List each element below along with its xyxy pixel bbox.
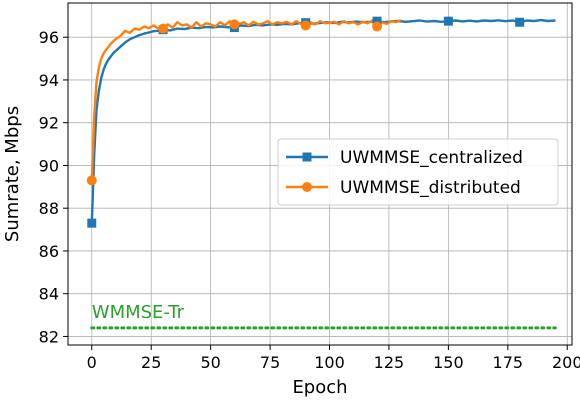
x-tick-label: 175 xyxy=(493,353,524,372)
data-point-centralized xyxy=(443,16,453,26)
legend-label-centralized: UWMMSE_centralized xyxy=(340,148,523,168)
legend-marker-distributed xyxy=(302,182,312,192)
y-tick-label: 90 xyxy=(39,156,59,175)
axis-ticks: 0 25 50 75 100 125 150 175 200 82 84 86 88 90 92 94 96 xyxy=(39,28,580,372)
series-line-centralized xyxy=(90,18,556,224)
y-tick-label: 88 xyxy=(39,199,59,218)
x-axis-label: Epoch xyxy=(292,377,347,398)
data-point-centralized xyxy=(372,16,382,26)
data-point-distributed xyxy=(372,21,383,32)
legend: UWMMSE_centralized UWMMSE_distributed xyxy=(277,138,559,206)
data-point-centralized xyxy=(515,17,525,27)
legend-entry-centralized: UWMMSE_centralized xyxy=(286,148,523,168)
x-tick-label: 125 xyxy=(374,353,405,372)
x-tick-label: 50 xyxy=(200,353,220,372)
x-tick-label: 75 xyxy=(260,353,280,372)
data-point-distributed xyxy=(86,175,97,186)
data-point-distributed xyxy=(229,19,240,30)
y-tick-label: 92 xyxy=(39,114,59,133)
x-tick-label: 200 xyxy=(552,353,580,372)
y-tick-label: 86 xyxy=(39,242,59,261)
x-tick-label: 150 xyxy=(433,353,464,372)
data-point-distributed xyxy=(158,23,169,34)
legend-entry-distributed: UWMMSE_distributed xyxy=(286,178,521,198)
y-axis-label: Sumrate, Mbps xyxy=(2,106,23,242)
legend-marker-centralized xyxy=(302,152,312,162)
series-markers xyxy=(86,16,525,228)
x-tick-label: 25 xyxy=(141,353,161,372)
reference-line-label: WMMSE-Tr xyxy=(92,302,185,323)
plot-frame xyxy=(67,2,573,346)
y-tick-label: 96 xyxy=(39,28,59,47)
data-point-centralized xyxy=(87,218,97,228)
y-tick-label: 94 xyxy=(39,71,59,90)
legend-box xyxy=(277,138,559,206)
y-tick-label: 82 xyxy=(39,327,59,346)
legend-label-distributed: UWMMSE_distributed xyxy=(340,178,521,198)
x-tick-label: 100 xyxy=(314,353,345,372)
data-point-distributed xyxy=(300,20,311,31)
x-tick-label: 0 xyxy=(87,353,97,372)
y-tick-label: 84 xyxy=(39,285,59,304)
